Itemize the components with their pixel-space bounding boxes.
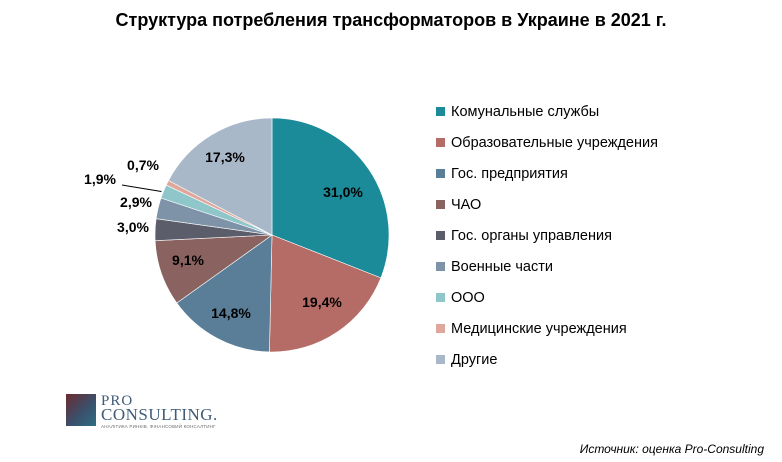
legend-swatch <box>436 262 445 271</box>
pro-consulting-logo: PRO CONSULTING. АНАЛІТИКА РИНКІВ. ФІНАНС… <box>66 393 218 430</box>
logo-text-pro: PRO <box>101 393 134 409</box>
legend-label: Военные части <box>451 258 553 275</box>
legend-label: Медицинские учреждения <box>451 320 627 337</box>
legend-item-voennye: Военные части <box>436 251 658 282</box>
chart-title: Структура потребления трансформаторов в … <box>115 10 667 30</box>
data-label-medicinskie: 0,7% <box>127 157 159 173</box>
legend-item-drugie: Другие <box>436 344 658 375</box>
data-label-komunalnye: 31,0% <box>323 184 363 200</box>
data-label-obrazovatelnye: 19,4% <box>302 294 342 310</box>
logo-text-consulting: CONSULTING. <box>101 405 218 424</box>
leader-line-ooo <box>121 184 162 192</box>
data-label-voennye: 2,9% <box>120 194 152 210</box>
pie-slice-gos-predpriyatiya <box>176 234 273 353</box>
legend-swatch <box>436 107 445 116</box>
legend-swatch <box>436 355 445 364</box>
legend-swatch <box>436 293 445 302</box>
source-note: Источник: оценка Pro-Consulting <box>579 442 764 456</box>
horse-logo-icon <box>66 394 96 426</box>
legend-label: Гос. органы управления <box>451 227 612 244</box>
data-label-drugie: 17,3% <box>205 149 245 165</box>
legend-label: ООО <box>451 289 485 306</box>
legend-item-komunalnye: Комунальные службы <box>436 96 658 127</box>
pie-slice-obrazovatelnye <box>269 234 382 353</box>
legend-label: Другие <box>451 351 498 368</box>
data-label-gos-organy: 3,0% <box>117 219 149 235</box>
legend-label: Гос. предприятия <box>451 165 568 182</box>
legend-swatch <box>436 138 445 147</box>
chart-legend: Комунальные службы Образовательные учрежд… <box>436 96 658 375</box>
legend-label: ЧАО <box>451 196 482 213</box>
legend-swatch <box>436 200 445 209</box>
legend-item-medicinskie: Медицинские учреждения <box>436 313 658 344</box>
legend-item-gos-predpriyatiya: Гос. предприятия <box>436 158 658 189</box>
data-label-gos-predpriyatiya: 14,8% <box>211 305 251 321</box>
legend-swatch <box>436 231 445 240</box>
legend-label: Образовательные учреждения <box>451 134 658 151</box>
legend-item-chao: ЧАО <box>436 189 658 220</box>
pie-slice-drugie <box>168 117 273 236</box>
legend-item-gos-organy: Гос. органы управления <box>436 220 658 251</box>
legend-item-obrazovatelnye: Образовательные учреждения <box>436 127 658 158</box>
legend-label: Комунальные службы <box>451 103 600 120</box>
logo-tagline: АНАЛІТИКА РИНКІВ. ФІНАНСОВИЙ КОНСАЛТИНГ <box>101 424 216 429</box>
legend-swatch <box>436 324 445 333</box>
data-label-ooo: 1,9% <box>84 171 116 187</box>
pie-slice-komunalnye <box>271 117 390 279</box>
legend-item-ooo: ООО <box>436 282 658 313</box>
legend-swatch <box>436 169 445 178</box>
data-label-chao: 9,1% <box>172 252 204 268</box>
